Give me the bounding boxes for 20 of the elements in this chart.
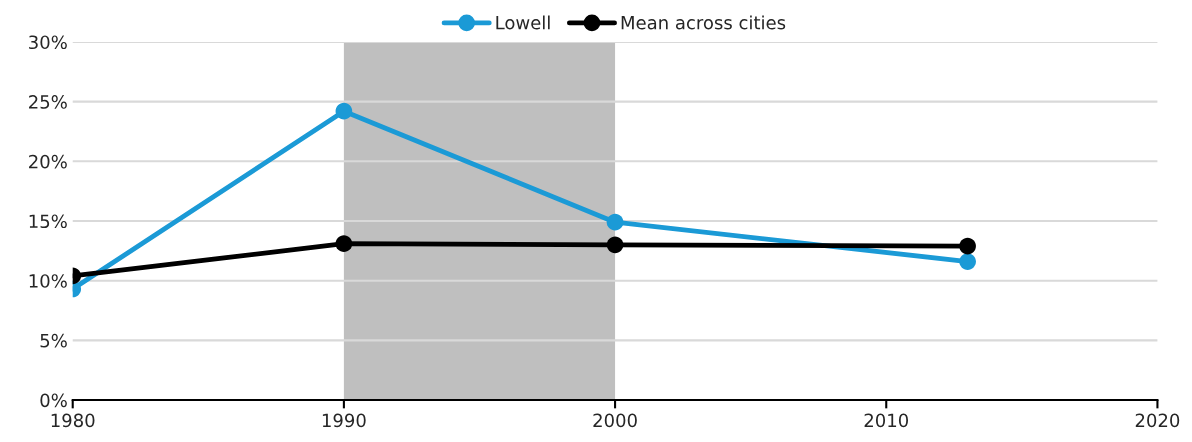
y-tick-label: 20% — [29, 154, 67, 169]
point — [606, 236, 624, 254]
legend-label: Mean across cities — [621, 15, 786, 30]
y-tick-label: 10% — [29, 274, 67, 288]
point — [959, 253, 976, 270]
point — [959, 237, 976, 255]
y-tick-label: 5% — [40, 333, 67, 348]
y-tick-label: 0% — [40, 393, 67, 408]
point — [606, 213, 624, 231]
y-tick-label: 30% — [29, 35, 67, 50]
point — [335, 102, 353, 120]
x-tick-label: 2020 — [1135, 413, 1180, 428]
x-tick-label: 2000 — [593, 413, 637, 428]
legend-label: Lowell — [496, 15, 550, 30]
y-tick-label: 15% — [29, 214, 67, 229]
x-tick-label: 2010 — [864, 413, 909, 428]
point — [335, 235, 353, 253]
x-tick-label: 1990 — [322, 413, 366, 428]
y-tick-label: 25% — [29, 95, 67, 109]
x-tick-label: 1980 — [51, 413, 95, 428]
